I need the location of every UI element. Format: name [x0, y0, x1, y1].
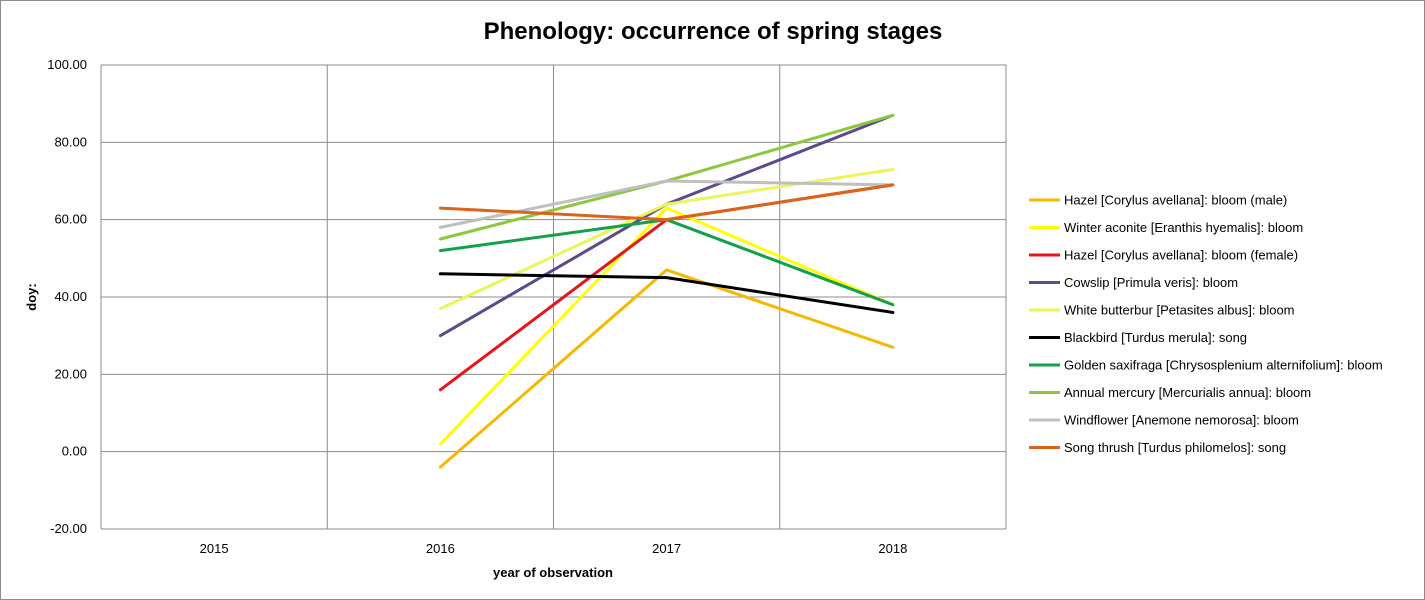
legend-label: Windflower [Anemone nemorosa]: bloom	[1064, 413, 1299, 428]
y-tick-label: 100.00	[47, 57, 87, 72]
series-line-0	[438, 268, 895, 469]
legend: Hazel [Corylus avellana]: bloom (male) Wi…	[1029, 193, 1383, 455]
y-tick-label: 80.00	[54, 134, 87, 149]
x-tick-label: 2017	[652, 541, 681, 556]
legend-label: Winter aconite [Eranthis hyemalis]: bloo…	[1064, 220, 1303, 235]
series-lines	[438, 113, 895, 469]
legend-label: Song thrush [Turdus philomelos]: song	[1064, 440, 1286, 455]
legend-label: Hazel [Corylus avellana]: bloom (male)	[1064, 193, 1287, 208]
x-tick-label: 2015	[200, 541, 229, 556]
legend-label: Golden saxifraga [Chrysosplenium alterni…	[1064, 358, 1383, 373]
x-tick-label: 2016	[426, 541, 455, 556]
legend-label: Cowslip [Primula veris]: bloom	[1064, 275, 1238, 290]
legend-label: White butterbur [Petasites albus]: bloom	[1064, 303, 1295, 318]
series-line-1	[438, 206, 895, 446]
legend-label: Hazel [Corylus avellana]: bloom (female)	[1064, 248, 1298, 263]
series-line-5	[438, 272, 895, 314]
x-axis-ticks: 2015 2016 2017 2018	[200, 541, 908, 556]
series-line-4	[438, 167, 895, 311]
series-line-6	[438, 218, 895, 307]
plot-grid	[100, 64, 1007, 530]
series-line-9	[438, 183, 895, 222]
y-axis-ticks: -20.00 0.00 20.00 40.00 60.00 80.00 100.00	[47, 57, 87, 536]
y-tick-label: 40.00	[54, 289, 87, 304]
x-tick-label: 2018	[878, 541, 907, 556]
legend-label: Annual mercury [Mercurialis annua]: bloo…	[1064, 385, 1311, 400]
chart-title: Phenology: occurrence of spring stages	[484, 18, 943, 45]
y-tick-label: 20.00	[54, 366, 87, 381]
y-tick-label: -20.00	[50, 521, 87, 536]
legend-label: Blackbird [Turdus merula]: song	[1064, 330, 1247, 345]
x-axis-label: year of observation	[493, 565, 613, 580]
series-line-2	[438, 183, 895, 392]
y-tick-label: 60.00	[54, 212, 87, 227]
y-axis-label: doy:	[24, 283, 39, 310]
y-tick-label: 0.00	[62, 444, 87, 459]
